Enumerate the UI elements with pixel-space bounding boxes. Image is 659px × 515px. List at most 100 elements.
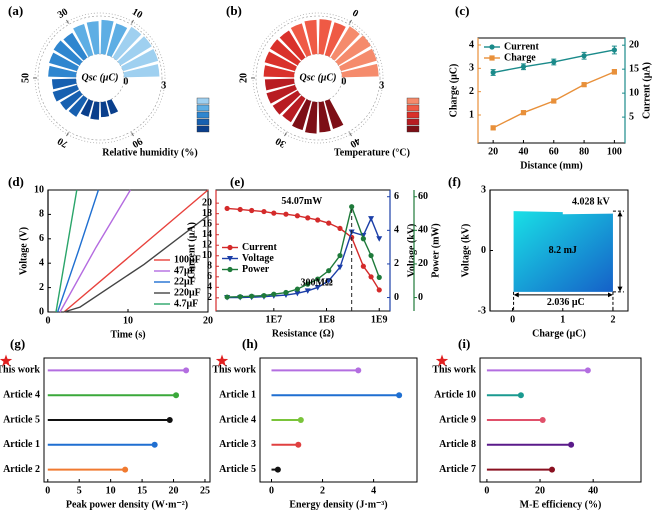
r-grid [75,53,125,103]
legend-label: 4.7μF [174,298,198,309]
annotation: 54.07mW [281,196,322,207]
legend-label: 100μF [174,254,201,265]
x-tick-label: 1 [560,314,565,325]
y-tick-label: 2 [39,282,44,293]
x-tick-label: 60 [549,146,559,157]
y-tick-label: 18 [202,208,212,219]
legend-swatch [406,118,420,126]
y2-axis-label: Voltage (kV) [406,224,417,278]
y-tick-label: 20 [202,197,212,208]
star [0,354,13,367]
legend-swatch [196,97,210,105]
star [215,354,229,367]
point [315,217,321,223]
point [271,210,277,216]
y-tick-label: 0 [481,245,486,256]
plot-frame [259,357,418,483]
legend-label: Power [242,264,270,275]
category-label: Article 4 [3,389,40,400]
point [490,69,496,76]
category-label: Article 9 [439,414,476,425]
point [224,294,230,300]
angle-tick-label: 70 [56,135,70,150]
dot [517,392,524,399]
point [520,110,527,116]
y-tick-label: 4 [207,282,212,293]
point [376,274,382,280]
radial-bar [52,84,79,102]
x-tick-label: 25 [200,485,210,496]
radial-bar [324,22,346,57]
panel-label: (e) [230,174,244,189]
legend-label: 47μF [174,265,196,276]
annotation: 300MΩ [300,277,332,288]
y-tick-label: -3 [478,305,486,316]
x-tick-label: 20 [169,485,179,496]
legend-label: Voltage [242,253,274,264]
radial-bar [263,65,295,78]
y-tick-label: 8 [207,261,212,272]
point [325,278,332,284]
radial-bar [341,63,379,78]
legend-label: 220μF [174,287,201,298]
x-tick-label: 20 [488,146,498,157]
center-label: Qsc (μC) [82,72,119,83]
angle-tick-label: 20 [238,73,249,83]
category-label: Article 1 [3,439,40,450]
dot [548,466,555,473]
category-label: Article 4 [219,414,256,425]
y3-tick-label: 20 [418,258,428,269]
dot [396,392,403,399]
y-tick-label: 10 [34,184,44,195]
panel-label: (b) [226,3,242,18]
category-label: Article 10 [434,389,476,400]
outer-ring [34,12,166,144]
x-axis-label: Time (s) [110,329,145,340]
panel-label: (h) [242,336,258,351]
y-tick-label: 6 [207,271,212,282]
legend-swatch [406,97,420,105]
radial-bar [100,19,114,55]
legend-swatch [196,118,210,126]
x-tick-label: 0 [46,315,51,326]
r-tick-label: 3 [161,80,166,91]
y2-tick-label: 4 [394,225,399,236]
panel-label: (i) [458,336,470,351]
category-label: Article 7 [439,464,476,475]
y2-tick-label: 10 [629,87,639,98]
point [490,125,496,131]
outer-ring [252,12,384,144]
radial-bar [318,101,331,133]
category-label: Article 1 [219,389,256,400]
series-line [63,215,209,313]
legend-swatch [196,104,210,112]
point [581,82,587,88]
radial-bar [272,90,301,115]
angle-tick-label: 90 [130,135,144,150]
dot [151,441,158,448]
dot [539,417,546,423]
dot [173,392,180,399]
legend-swatch [406,125,420,133]
y-tick-label: 0 [39,306,44,317]
radial-bar [60,90,83,111]
point [294,213,300,219]
y-tick-label: 14 [202,229,212,240]
y2-tick-label: 5 [629,111,634,122]
y-tick-label: 10 [202,250,212,261]
x-tick-label: 1E9 [371,314,388,325]
x-axis-label: Distance (mm) [520,160,582,171]
radial-bar [112,26,142,61]
r-tick-label: 0 [341,77,346,88]
x-tick-label: 40 [588,485,598,496]
dot [295,441,302,448]
y-tick-label: 8 [39,209,44,220]
x-tick-label: 40 [518,146,528,157]
legend-swatch [196,111,210,119]
point [551,59,557,65]
legend-label: 22μF [174,276,196,287]
legend-marker [227,266,233,273]
radial-bar [123,64,160,78]
angle-tick [131,19,134,24]
